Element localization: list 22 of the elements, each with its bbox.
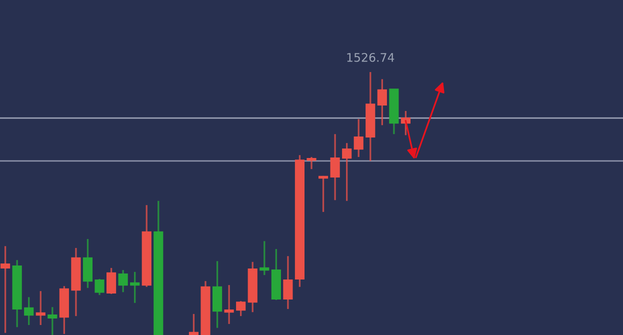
candlestick (318, 175, 328, 213)
candlestick (224, 284, 234, 325)
candlestick (94, 278, 104, 296)
candlestick (188, 313, 199, 335)
candlestick (330, 133, 340, 201)
candlestick (400, 110, 411, 136)
candlestick (130, 271, 140, 304)
candlestick (377, 78, 387, 126)
candlestick (118, 269, 128, 293)
candlestick (306, 156, 316, 170)
candlestick (82, 238, 93, 289)
candlestick (342, 142, 352, 202)
candlestick (0, 245, 10, 334)
text: 1526.74 (347, 52, 394, 62)
candlestick (48, 306, 58, 335)
candlestick (24, 296, 34, 326)
candlestick (354, 118, 364, 158)
candlestick (283, 255, 293, 310)
candlestick (260, 240, 270, 276)
candlestick (36, 290, 46, 326)
candlestick (106, 267, 116, 295)
candlestick (236, 300, 246, 317)
